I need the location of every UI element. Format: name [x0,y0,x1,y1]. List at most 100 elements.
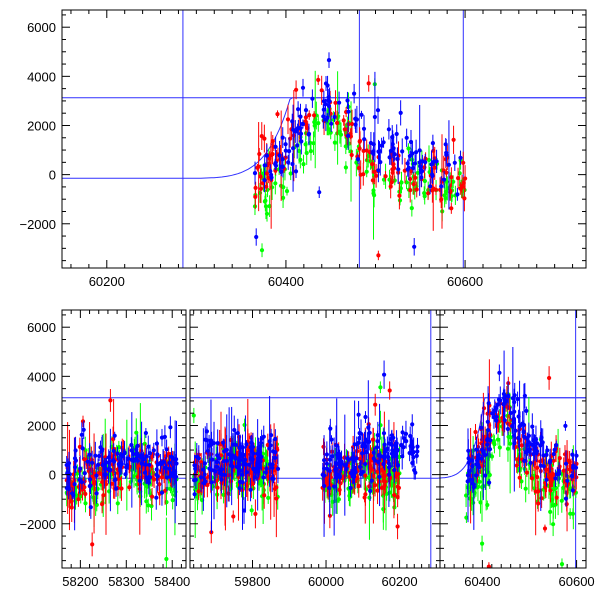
data-point [439,197,444,202]
data-point [536,501,541,506]
y-tick-label: 0 [49,168,56,183]
data-point [274,496,279,501]
data-point [395,463,400,468]
data-point [327,485,332,491]
data-point [515,396,520,402]
data-point [118,463,123,468]
data-point [390,135,395,140]
data-point [106,467,111,472]
data-point [296,107,301,112]
bottom-panel-3-data [440,310,586,568]
data-point [147,451,153,456]
data-point [244,470,249,475]
data-point [530,424,535,429]
data-point [280,135,285,140]
data-point [111,448,116,454]
data-point [237,445,242,451]
data-point [480,541,485,546]
data-point [528,460,533,465]
data-point [376,459,381,465]
data-point [258,459,263,464]
data-point [483,452,488,458]
data-point [259,134,264,139]
data-point [139,461,144,466]
data-point [222,472,227,477]
data-point [553,485,558,490]
data-point [104,460,109,465]
data-point [478,500,483,505]
data-point [366,81,371,86]
data-point [532,445,538,451]
data-point [375,108,381,113]
data-point [253,194,258,199]
data-point [385,446,390,451]
data-point [348,485,353,491]
y-tick-label: 2000 [27,118,56,133]
data-point [215,485,220,490]
data-point [337,100,342,105]
data-point [261,475,266,480]
data-point [381,478,386,484]
bottom-panel-1-frame [61,309,187,569]
data-point [232,427,237,433]
data-point [344,467,349,472]
data-point [354,456,359,461]
data-point [325,98,330,103]
data-point [169,454,174,459]
data-point [193,466,198,471]
data-point [466,448,471,453]
data-point [494,414,499,419]
data-point [93,453,98,458]
data-point [312,120,317,125]
y-tick-label: 6000 [27,20,56,35]
data-point [372,483,378,488]
data-point [264,184,269,189]
data-point [422,165,427,170]
x-tick-label: 60200 [381,574,417,589]
data-point [332,484,337,489]
data-point [368,488,373,494]
data-point [514,463,519,468]
data-point [539,496,544,501]
data-point [96,462,101,467]
data-point [364,148,369,153]
data-point [335,120,340,126]
data-point [266,495,271,500]
data-point [375,488,380,493]
data-point [94,473,99,478]
data-point [372,169,377,174]
data-point [370,178,375,183]
data-point [349,152,354,158]
data-point [146,444,151,449]
data-point [455,192,460,197]
data-point [548,488,553,493]
data-point [414,187,419,192]
data-point [406,146,411,151]
data-point [371,473,376,478]
x-tick-label: 59800 [234,574,270,589]
data-point [372,458,377,463]
data-point [431,159,437,164]
data-point [90,542,95,547]
data-point [524,408,529,413]
data-point [487,480,492,485]
data-point [301,162,306,167]
data-point [66,485,71,490]
data-point [376,168,381,173]
data-point [570,488,575,493]
data-point [100,479,105,485]
data-point [418,164,423,169]
x-tick-label: 60000 [308,574,344,589]
data-point [268,443,273,448]
data-point [275,112,280,117]
data-point [310,96,315,101]
data-point [253,511,258,516]
data-point [78,466,83,471]
data-point [477,479,482,484]
data-point [363,461,368,467]
data-point [519,443,524,448]
data-point [269,172,274,177]
data-point [523,486,528,491]
data-point [143,462,148,467]
